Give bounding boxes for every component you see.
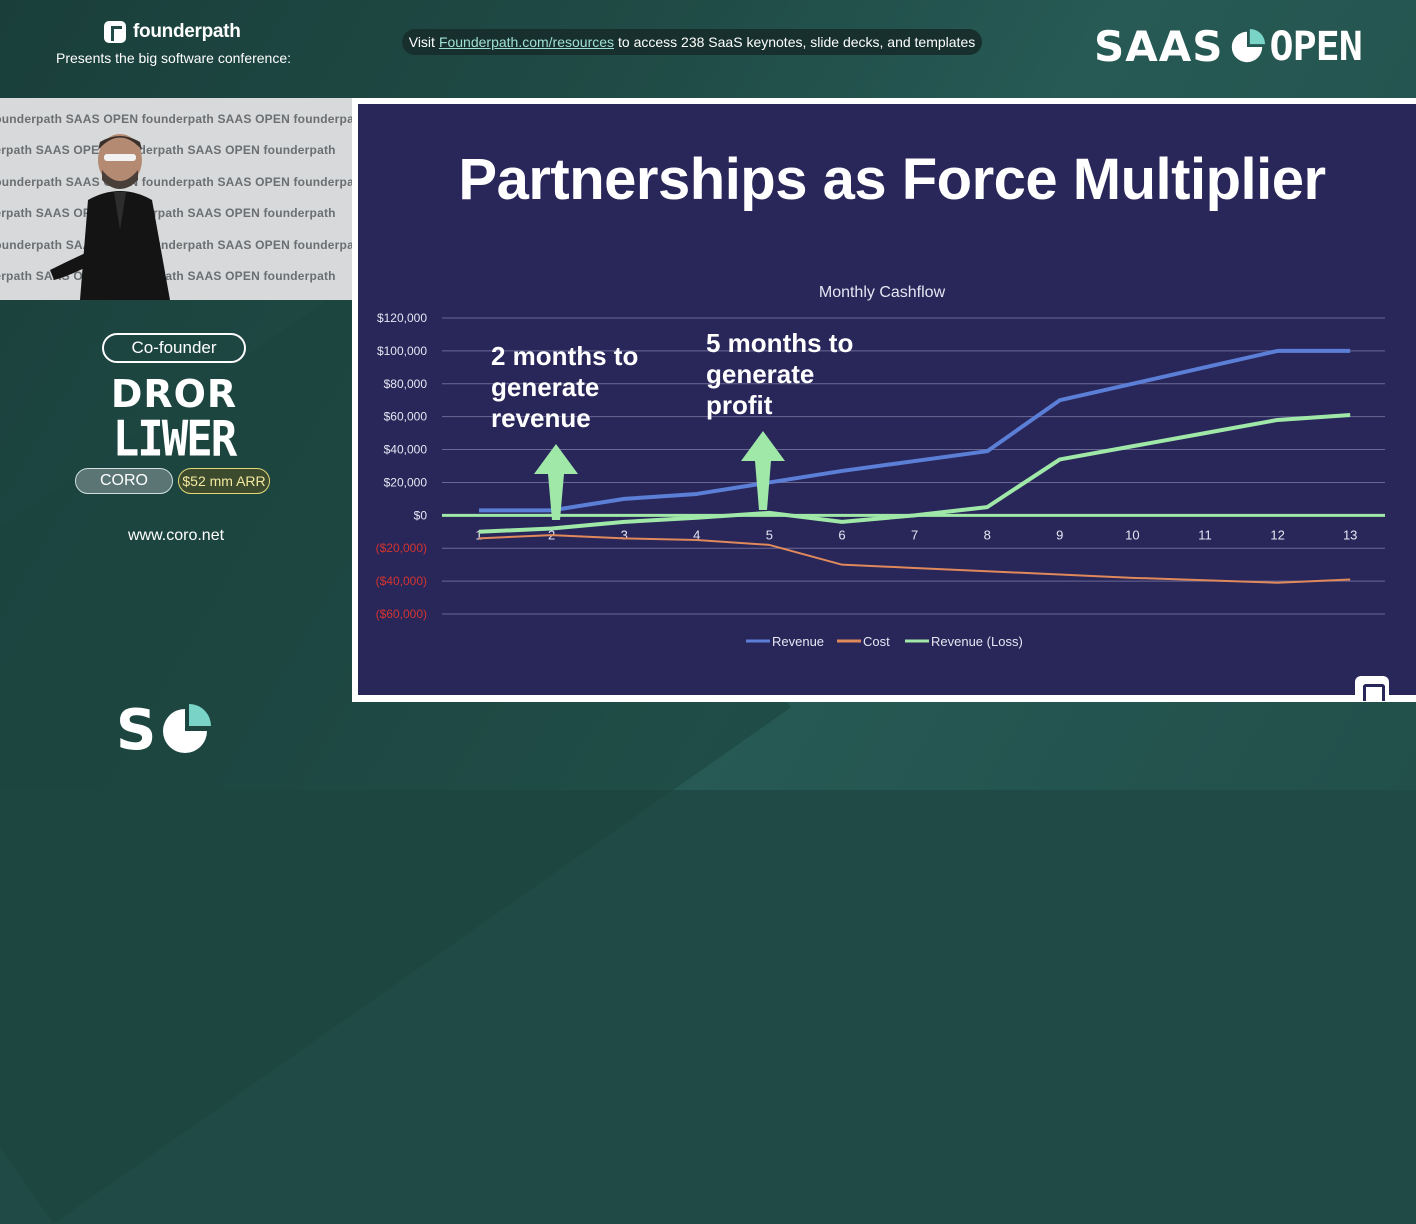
x-tick-label: 6 — [838, 527, 845, 542]
speaker-first-name: DROR — [110, 372, 238, 416]
legend-label: Cost — [863, 634, 890, 649]
annotation-revenue-text: generate — [491, 372, 599, 402]
x-tick-label: 7 — [911, 527, 918, 542]
wall-text-row: founderpath SAAS OPEN founderpath SAAS O… — [0, 206, 336, 220]
speaker-company-badge: CORO — [75, 468, 173, 494]
pie-logo-icon — [1231, 28, 1265, 62]
y-tick-label: $40,000 — [384, 443, 428, 457]
resources-link[interactable]: Founderpath.com/resources — [438, 34, 615, 50]
y-tick-label: $120,000 — [377, 311, 427, 325]
y-tick-label: $60,000 — [384, 410, 428, 424]
wall-text-row: founderpath SAAS OPEN founderpath SAAS O… — [0, 112, 354, 126]
y-tick-label: $80,000 — [384, 377, 428, 391]
x-tick-label: 10 — [1125, 527, 1139, 542]
open-word: OPEN — [1269, 23, 1363, 70]
annotation-arrow-revenue — [534, 444, 578, 520]
x-tick-label: 8 — [984, 527, 991, 542]
speaker-last-name: LIWER — [112, 410, 237, 469]
speaker-figure — [50, 134, 170, 300]
slide-background — [358, 104, 1416, 695]
presentation-slide: Partnerships as Force Multiplier Monthly… — [352, 98, 1416, 702]
x-tick-label: 11 — [1198, 527, 1212, 542]
banner-prefix: Visit — [408, 34, 435, 50]
wall-text-row: founderpath SAAS OPEN founderpath SAAS O… — [0, 143, 336, 157]
resources-banner: Visit Founderpath.com/resources to acces… — [402, 29, 982, 55]
annotation-profit-text: profit — [706, 390, 773, 420]
so-logo-letter: S — [116, 698, 157, 763]
wall-text-row: founderpath SAAS OPEN founderpath SAAS O… — [0, 175, 354, 189]
y-tick-label: ($20,000) — [376, 541, 427, 555]
saas-word: SAAS — [1094, 22, 1224, 71]
annotation-profit-text: generate — [706, 359, 814, 389]
speaker-role-badge: Co-founder — [102, 333, 246, 363]
annotation-revenue-text: 2 months to — [491, 341, 638, 371]
saas-open-logo: SAAS OPEN — [1094, 22, 1363, 71]
y-tick-label: ($60,000) — [376, 607, 427, 621]
so-pie-icon — [163, 704, 212, 753]
x-tick-label: 13 — [1343, 527, 1357, 542]
slide-title: Partnerships as Force Multiplier — [458, 147, 1326, 212]
legend-label: Revenue (Loss) — [931, 634, 1023, 649]
so-logo: S — [116, 703, 214, 759]
arr-badge: $52 mm ARR — [178, 468, 270, 494]
speaker-video: founderpath SAAS OPEN founderpath SAAS O… — [0, 98, 354, 300]
chart-title: Monthly Cashflow — [819, 284, 946, 301]
y-tick-label: $0 — [414, 508, 428, 522]
x-tick-label: 1 — [475, 527, 482, 542]
revenue-line — [479, 348, 1351, 513]
x-tick-label: 12 — [1270, 527, 1284, 542]
annotation-revenue-text: revenue — [491, 403, 591, 433]
founderpath-logo-icon — [104, 21, 126, 43]
brand-tagline: Presents the big software conference: — [56, 50, 292, 66]
y-tick-label: $100,000 — [377, 344, 427, 358]
x-tick-label: 5 — [766, 527, 773, 542]
speaker-website[interactable]: www.coro.net — [128, 527, 225, 544]
y-tick-label: $20,000 — [384, 475, 428, 489]
net-revenue-line — [478, 413, 1351, 534]
founderpath-brand: founderpath — [104, 21, 241, 43]
annotation-arrow-profit — [741, 431, 785, 510]
founderpath-name: founderpath — [133, 21, 241, 42]
x-tick-label: 4 — [693, 527, 700, 542]
x-tick-label: 3 — [621, 527, 628, 542]
annotation-profit-text: 5 months to — [706, 328, 853, 358]
cost-line — [478, 534, 1351, 584]
y-tick-label: ($40,000) — [376, 574, 427, 588]
banner-suffix: to access 238 SaaS keynotes, slide decks… — [618, 34, 976, 50]
legend-label: Revenue — [772, 634, 824, 649]
cashflow-chart: Monthly Cashflow $120,000 $100,000 $80,000 $… — [376, 284, 1385, 649]
corner-home-icon[interactable] — [1355, 676, 1389, 702]
x-tick-label: 9 — [1056, 527, 1063, 542]
